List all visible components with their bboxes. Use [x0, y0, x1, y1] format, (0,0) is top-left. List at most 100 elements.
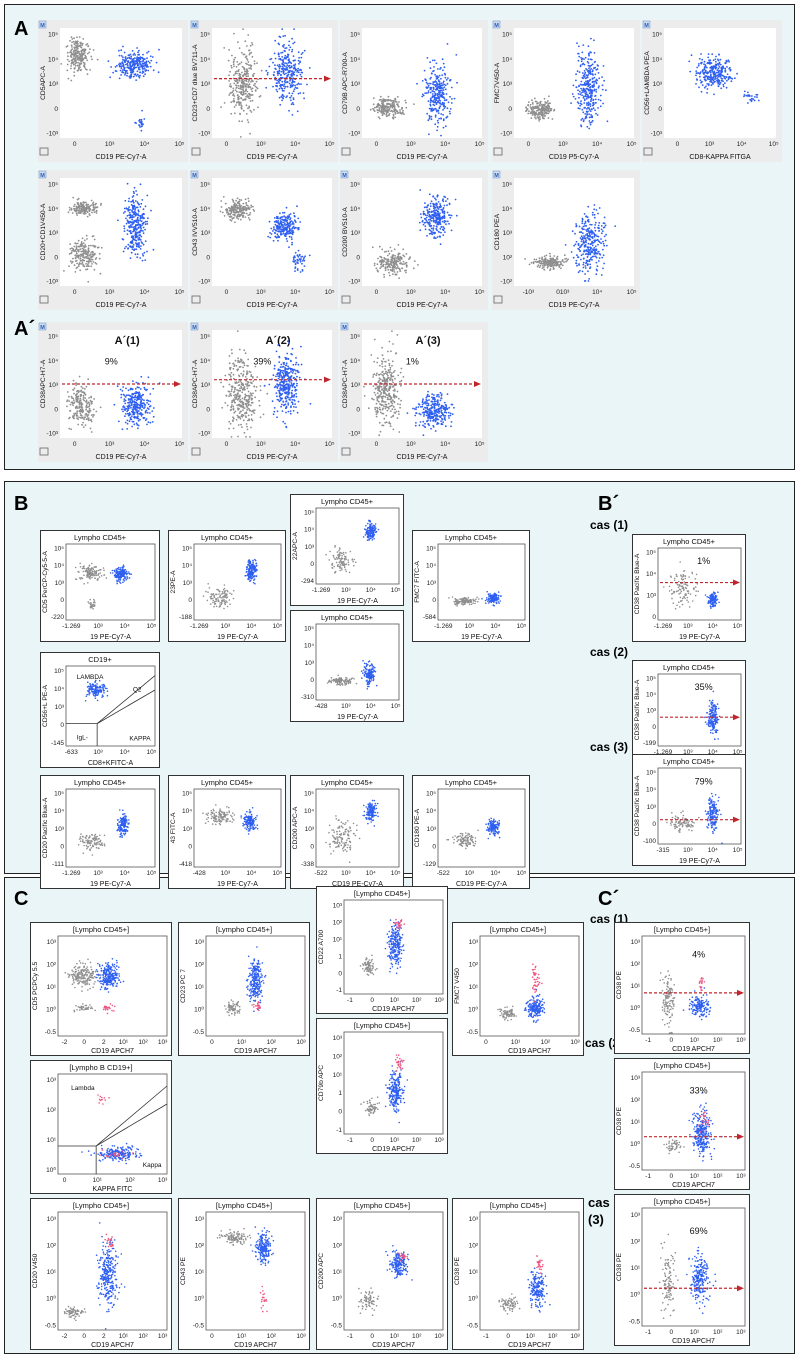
y-tick-label: 0 — [54, 106, 58, 113]
event-dot — [289, 222, 291, 224]
event-dot — [724, 77, 727, 80]
event-dot — [595, 209, 598, 211]
event-dot — [551, 118, 554, 120]
event-dot — [272, 230, 274, 232]
event-dot — [89, 205, 92, 207]
event-dot — [298, 62, 300, 65]
event-dot — [558, 266, 561, 268]
event-dot — [274, 64, 276, 66]
event-dot — [417, 264, 419, 266]
event-dot — [133, 192, 135, 195]
event-dot — [128, 197, 130, 200]
y-tick-label: 10³ — [503, 81, 513, 88]
event-dot — [73, 392, 75, 395]
event-dot — [428, 228, 431, 231]
event-dot — [245, 89, 247, 91]
event-dot — [555, 263, 558, 265]
event-dot — [127, 61, 130, 63]
event-dot — [235, 101, 238, 104]
event-dot — [82, 242, 85, 244]
event-dot — [243, 53, 246, 56]
event-dot — [432, 70, 434, 73]
event-dot — [584, 244, 587, 246]
event-dot — [583, 58, 585, 60]
event-dot — [599, 94, 602, 97]
event-dot — [81, 403, 84, 406]
event-dot — [76, 50, 79, 52]
event-dot — [87, 203, 90, 206]
event-dot — [81, 44, 84, 47]
event-dot — [130, 216, 132, 218]
plot-badge-label: M — [40, 23, 45, 29]
event-dot — [713, 74, 715, 76]
event-dot — [604, 239, 607, 242]
event-dot — [586, 230, 588, 233]
event-dot — [299, 61, 301, 64]
event-dot — [703, 86, 706, 89]
event-dot — [240, 104, 242, 106]
event-dot — [594, 109, 596, 111]
event-dot — [253, 72, 256, 75]
event-dot — [594, 98, 597, 101]
event-dot — [238, 62, 241, 65]
event-dot — [432, 81, 435, 84]
event-dot — [132, 199, 134, 202]
y-tick-label: 10⁴ — [350, 206, 360, 213]
event-dot — [584, 222, 587, 224]
event-dot — [253, 62, 256, 65]
event-dot — [139, 248, 142, 250]
y-tick-label: 10⁴ — [48, 206, 58, 213]
event-dot — [535, 100, 538, 103]
event-dot — [433, 237, 435, 239]
plot-a5: M 0 10³ 10⁴ 10⁵ 10⁵ 10⁴ 10³ 0 -10³ CD8-KAPPA FITGA… — [642, 20, 782, 162]
event-dot — [425, 79, 427, 82]
event-dot — [544, 108, 547, 111]
event-dot — [282, 35, 285, 37]
event-dot — [124, 72, 127, 75]
event-dot — [251, 80, 254, 82]
event-dot — [72, 257, 74, 260]
event-dot — [73, 203, 76, 206]
event-dot — [236, 210, 238, 213]
event-dot — [583, 76, 586, 78]
event-dot — [236, 70, 238, 73]
event-dot — [582, 263, 585, 266]
event-dot — [147, 50, 150, 53]
event-dot — [131, 248, 134, 250]
event-dot — [297, 217, 300, 220]
event-dot — [719, 81, 722, 84]
event-dot — [140, 220, 143, 223]
event-dot — [284, 218, 286, 221]
event-dot — [539, 116, 541, 118]
event-dot — [431, 90, 434, 92]
event-dot — [425, 206, 428, 208]
event-dot — [443, 204, 446, 207]
event-dot — [574, 243, 577, 246]
event-dot — [429, 222, 431, 225]
event-dot — [292, 103, 295, 106]
event-dot — [79, 210, 81, 213]
event-dot — [595, 112, 597, 115]
x-tick-label: 10⁵ — [627, 289, 637, 296]
event-dot — [442, 200, 445, 203]
event-dot — [601, 256, 604, 259]
event-dot — [593, 83, 595, 85]
population-blue — [743, 90, 760, 104]
event-dot — [227, 206, 230, 209]
event-dot — [272, 73, 275, 76]
event-dot — [235, 84, 238, 87]
event-dot — [439, 217, 442, 219]
event-dot — [446, 198, 449, 200]
event-dot — [412, 267, 415, 270]
event-dot — [748, 94, 751, 97]
event-dot — [296, 254, 299, 257]
event-dot — [75, 396, 78, 399]
event-dot — [147, 403, 150, 406]
event-dot — [600, 274, 603, 276]
event-dot — [378, 107, 381, 109]
event-dot — [84, 424, 87, 426]
event-dot — [580, 119, 583, 121]
event-dot — [244, 98, 247, 101]
x-tick-label: 10⁵ — [325, 289, 335, 296]
